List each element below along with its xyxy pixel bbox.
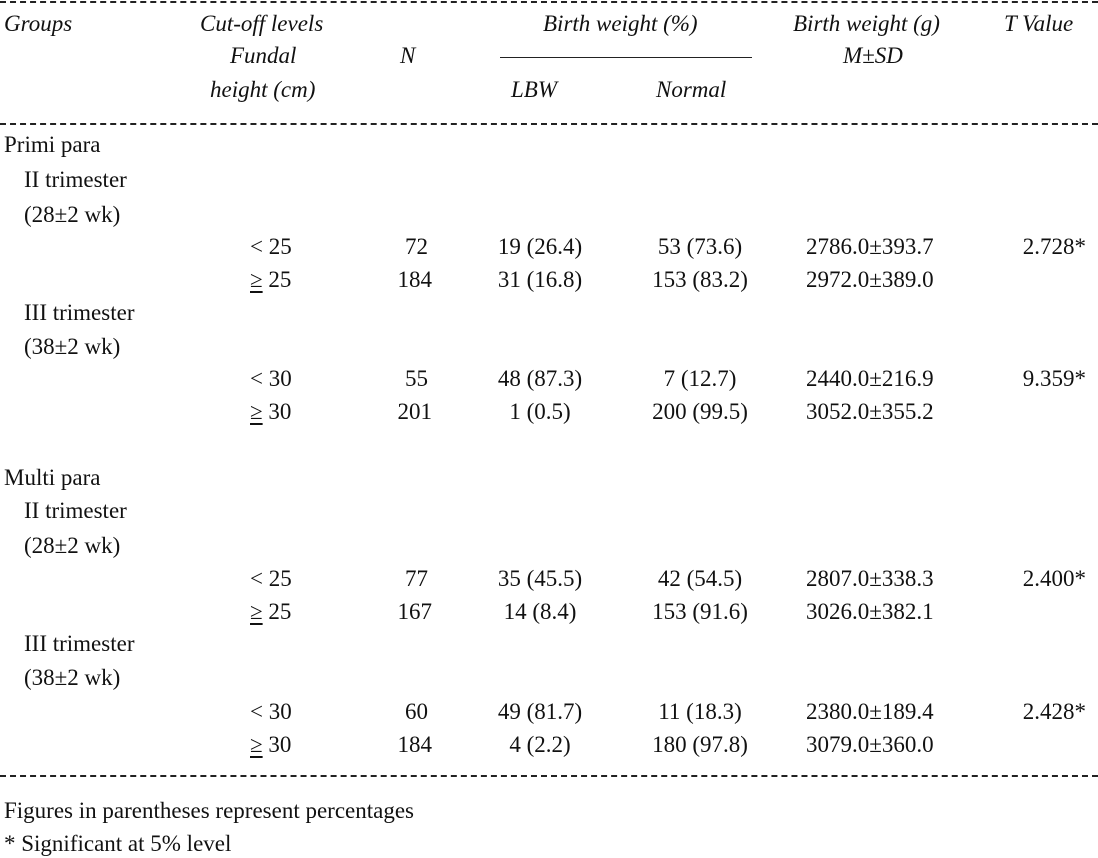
group-label-multi: Multi para	[4, 465, 101, 490]
lbw-cell: 31 (16.8)	[497, 267, 583, 292]
table-row: ≥ 30 201 1 (0.5) 200 (99.5) 3052.0±355.2	[0, 398, 1098, 426]
trimester-week-ii: (28±2 wk)	[24, 533, 121, 558]
cutoff-cell: < 25	[250, 566, 292, 591]
bw-g-cell: 3026.0±382.1	[806, 599, 934, 624]
cutoff-cell: ≥ 25	[250, 267, 292, 292]
n-cell: 72	[405, 234, 428, 259]
normal-cell: 153 (91.6)	[652, 599, 748, 624]
lbw-cell: 14 (8.4)	[503, 599, 577, 624]
n-cell: 184	[397, 267, 433, 292]
lbw-cell: 19 (26.4)	[497, 234, 583, 259]
table-row: < 25 72 19 (26.4) 53 (73.6) 2786.0±393.7…	[0, 233, 1098, 261]
header-t-value: T Value	[1004, 11, 1074, 36]
trimester-week-ii: (28±2 wk)	[24, 202, 121, 227]
header-spanner-line	[500, 57, 752, 58]
t-value-cell: 2.400*	[1022, 566, 1086, 591]
table-bottom-rule	[0, 775, 1098, 777]
lbw-cell: 4 (2.2)	[509, 732, 571, 757]
header-cutoff-line2: Fundal	[230, 43, 297, 68]
n-cell: 167	[397, 599, 433, 624]
trimester-week-iii: (38±2 wk)	[24, 665, 121, 690]
trimester-week-iii: (38±2 wk)	[24, 334, 121, 359]
header-groups: Groups	[4, 11, 73, 36]
normal-cell: 42 (54.5)	[657, 566, 743, 591]
bw-g-cell: 2786.0±393.7	[806, 234, 934, 259]
t-value-cell: 9.359*	[1022, 366, 1086, 391]
header-birth-weight-g: Birth weight (g)	[793, 11, 940, 36]
lbw-cell: 49 (81.7)	[497, 699, 583, 724]
normal-cell: 180 (97.8)	[652, 732, 748, 757]
cutoff-cell: ≥ 30	[250, 732, 292, 757]
bw-g-cell: 2972.0±389.0	[806, 267, 934, 292]
normal-cell: 153 (83.2)	[652, 267, 748, 292]
table-row: ≥ 30 184 4 (2.2) 180 (97.8) 3079.0±360.0	[0, 731, 1098, 759]
table-row: < 30 60 49 (81.7) 11 (18.3) 2380.0±189.4…	[0, 698, 1098, 726]
n-cell: 55	[405, 366, 428, 391]
bw-g-cell: 2807.0±338.3	[806, 566, 934, 591]
normal-cell: 7 (12.7)	[663, 366, 737, 391]
trimester-label-iii: III trimester	[24, 300, 135, 325]
table-row: < 30 55 48 (87.3) 7 (12.7) 2440.0±216.9 …	[0, 365, 1098, 393]
lbw-cell: 48 (87.3)	[497, 366, 583, 391]
normal-cell: 200 (99.5)	[652, 399, 748, 424]
footnote-percentages: Figures in parentheses represent percent…	[4, 798, 415, 823]
n-cell: 60	[405, 699, 428, 724]
lbw-cell: 1 (0.5)	[509, 399, 571, 424]
cutoff-cell: < 30	[250, 366, 292, 391]
t-value-cell: 2.428*	[1022, 699, 1086, 724]
footnote-significance: * Significant at 5% level	[4, 831, 232, 856]
cutoff-cell: < 25	[250, 234, 292, 259]
n-cell: 184	[397, 732, 433, 757]
header-normal: Normal	[656, 77, 727, 102]
trimester-label-ii: II trimester	[24, 498, 127, 523]
bw-g-cell: 2440.0±216.9	[806, 366, 934, 391]
table-row: ≥ 25 167 14 (8.4) 153 (91.6) 3026.0±382.…	[0, 598, 1098, 626]
table-row: ≥ 25 184 31 (16.8) 153 (83.2) 2972.0±389…	[0, 266, 1098, 294]
header-msd: M±SD	[843, 43, 903, 68]
bw-g-cell: 3079.0±360.0	[806, 732, 934, 757]
trimester-label-iii: III trimester	[24, 631, 135, 656]
cutoff-cell: ≥ 30	[250, 399, 292, 424]
n-cell: 201	[397, 399, 433, 424]
cutoff-cell: ≥ 25	[250, 599, 292, 624]
cutoff-cell: < 30	[250, 699, 292, 724]
header-cutoff-line3: height (cm)	[210, 77, 316, 102]
table-top-rule	[0, 1, 1098, 3]
table-row: < 25 77 35 (45.5) 42 (54.5) 2807.0±338.3…	[0, 565, 1098, 593]
header-bottom-rule	[0, 123, 1098, 125]
trimester-label-ii: II trimester	[24, 167, 127, 192]
t-value-cell: 2.728*	[1022, 234, 1086, 259]
normal-cell: 53 (73.6)	[657, 234, 743, 259]
group-label-primi: Primi para	[4, 132, 101, 157]
bw-g-cell: 3052.0±355.2	[806, 399, 934, 424]
header-birth-weight-pct: Birth weight (%)	[543, 11, 698, 36]
header-n: N	[400, 43, 416, 68]
bw-g-cell: 2380.0±189.4	[806, 699, 934, 724]
header-lbw: LBW	[511, 77, 557, 102]
n-cell: 77	[405, 566, 428, 591]
lbw-cell: 35 (45.5)	[497, 566, 583, 591]
normal-cell: 11 (18.3)	[658, 699, 742, 724]
header-cutoff-line1: Cut-off levels	[200, 11, 324, 36]
